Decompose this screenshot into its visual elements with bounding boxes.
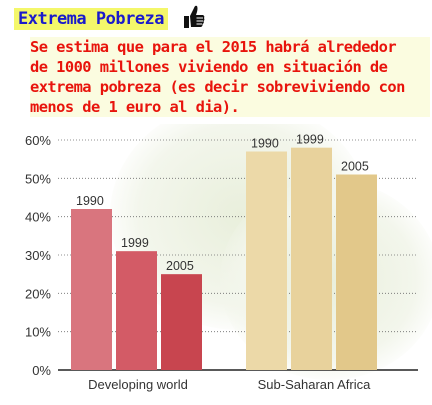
- y-tick-label: 10%: [25, 325, 51, 340]
- y-tick-label: 20%: [25, 286, 51, 301]
- bar: [336, 174, 377, 370]
- bar-label: 2005: [341, 160, 369, 174]
- bar-label: 2005: [166, 259, 194, 273]
- bar-label: 1999: [121, 236, 149, 250]
- bar: [291, 147, 332, 370]
- thumbs-up-icon: [184, 5, 205, 28]
- bar: [116, 251, 157, 370]
- bar-label: 1999: [296, 133, 324, 147]
- y-tick-label: 30%: [25, 248, 51, 263]
- bar-label: 1990: [251, 137, 279, 151]
- description-text: Se estima que para el 2015 habrá alreded…: [30, 37, 430, 117]
- x-category-label: Sub-Saharan Africa: [258, 377, 372, 392]
- page-title: Extrema Pobreza: [14, 8, 169, 30]
- bar: [71, 209, 112, 370]
- bar: [246, 151, 287, 370]
- y-tick-label: 0%: [32, 363, 51, 378]
- header-panel: Extrema Pobreza Se estima que para el 20…: [0, 0, 432, 124]
- y-tick-label: 40%: [25, 210, 51, 225]
- bar: [161, 274, 202, 370]
- y-tick-label: 60%: [25, 133, 51, 148]
- bar-label: 1990: [76, 194, 104, 208]
- x-category-label: Developing world: [88, 377, 188, 392]
- y-tick-label: 50%: [25, 171, 51, 186]
